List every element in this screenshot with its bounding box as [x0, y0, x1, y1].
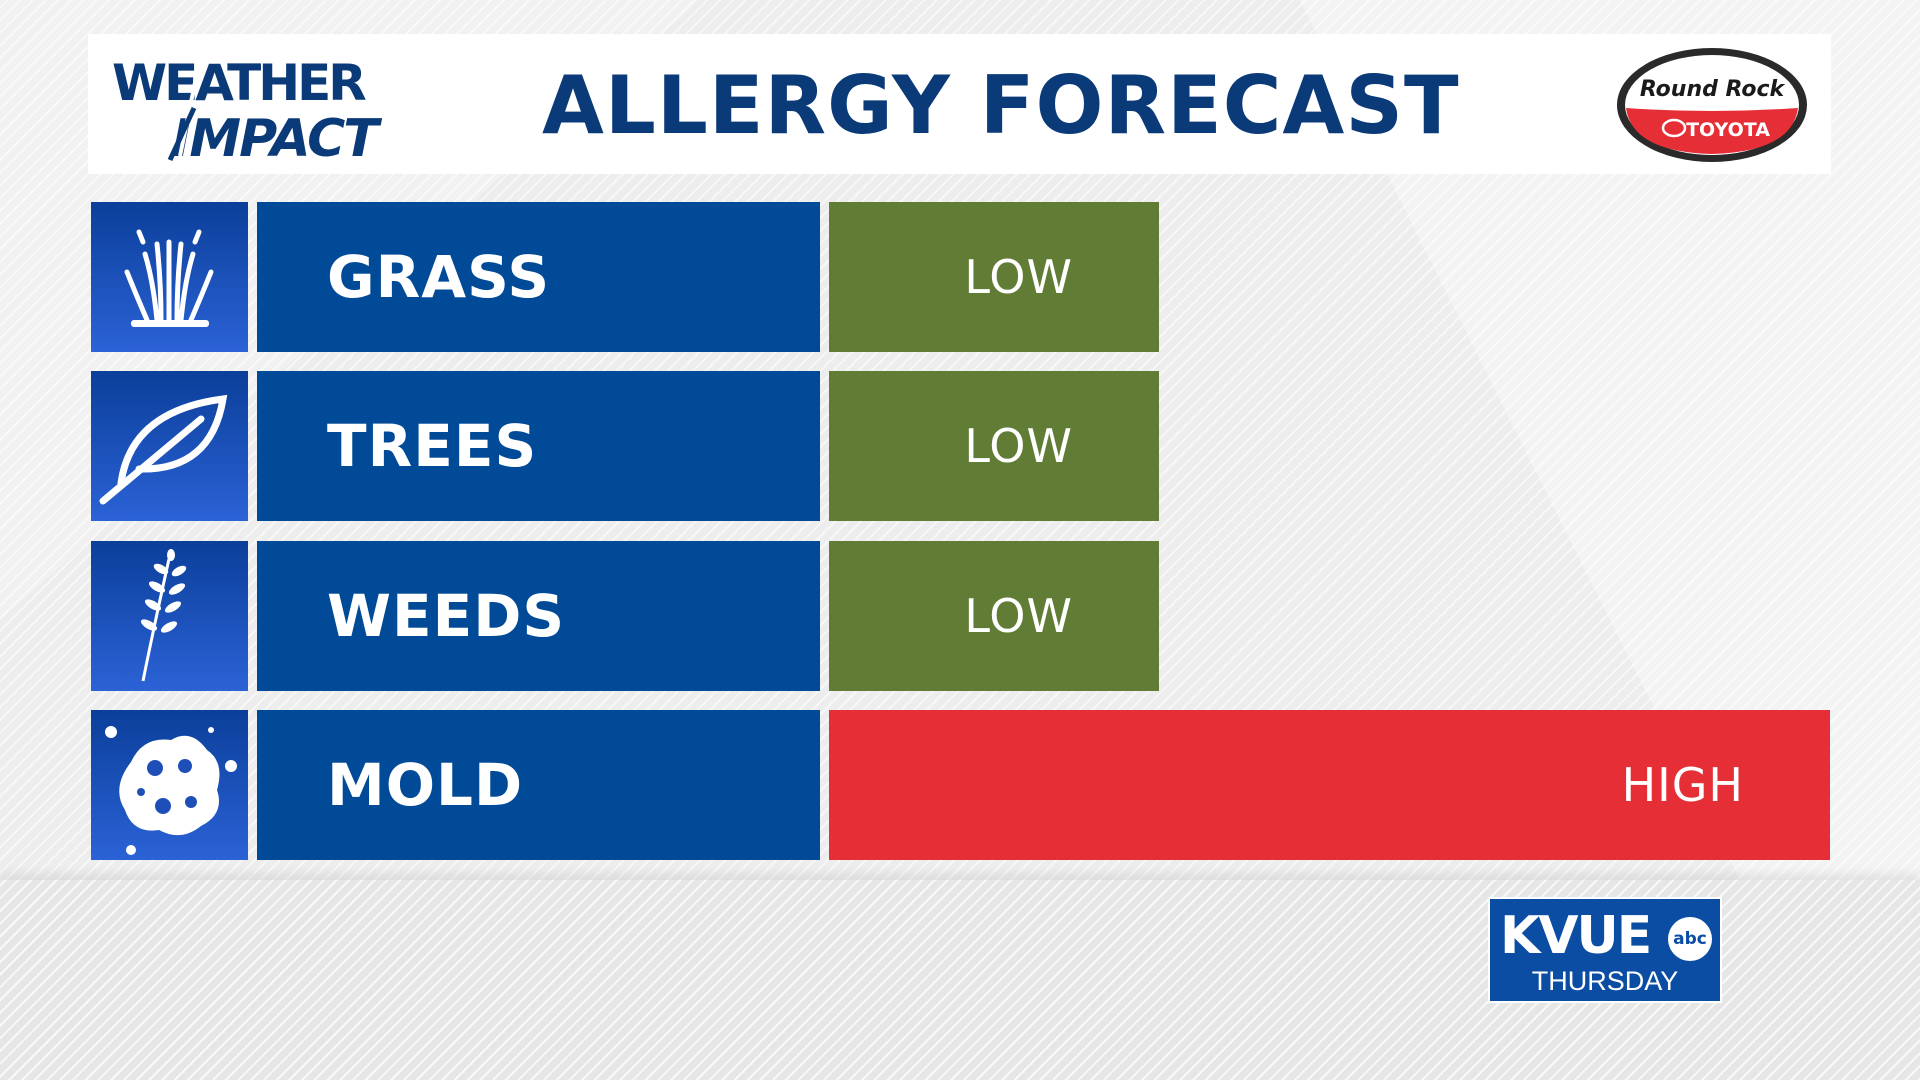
icon-tile	[91, 371, 248, 521]
level-text: LOW	[964, 250, 1073, 304]
allergen-label-box: TREES	[257, 371, 820, 521]
level-bar: LOW	[829, 541, 1159, 691]
level-text: LOW	[964, 589, 1073, 643]
brand-line2: IMPACT	[172, 109, 382, 163]
page-title: ALLERGY FORECAST	[542, 59, 1460, 152]
allergen-label-box: MOLD	[257, 710, 820, 860]
station-logo: KVUE abc THURSDAY	[1488, 897, 1722, 1003]
sponsor-line1: Round Rock	[1640, 77, 1786, 102]
allergen-label: GRASS	[327, 243, 551, 311]
allergen-label: WEEDS	[327, 582, 566, 650]
allergen-label-box: GRASS	[257, 202, 820, 352]
network-logo: abc	[1668, 917, 1712, 961]
level-text: HIGH	[1621, 758, 1744, 812]
allergen-row-trees: TREES LOW	[91, 371, 1831, 521]
allergen-label: TREES	[327, 412, 538, 480]
allergen-row-weeds: WEEDS LOW	[91, 541, 1831, 691]
allergen-row-mold: MOLD HIGH	[91, 710, 1831, 860]
level-bar: LOW	[829, 202, 1159, 352]
level-bar: HIGH	[829, 710, 1830, 860]
brand-line1: WEATHER	[112, 54, 366, 112]
grass-icon	[124, 229, 214, 327]
leaf-icon	[99, 394, 228, 505]
allergen-label-box: WEEDS	[257, 541, 820, 691]
allergen-row-grass: GRASS LOW	[91, 202, 1831, 352]
icon-tile	[91, 541, 248, 691]
sponsor-line2: TOYOTA	[1686, 119, 1770, 141]
day-label: THURSDAY	[1531, 966, 1679, 996]
toyota-emblem-icon	[1661, 118, 1687, 138]
weather-impact-logo: WEATHER IMPACT	[112, 54, 384, 163]
round-rock-toyota-logo: Round Rock TOYOTA	[1617, 48, 1807, 162]
icon-tile	[91, 710, 248, 860]
icon-tile	[91, 202, 248, 352]
weed-icon	[140, 549, 187, 682]
level-bar: LOW	[829, 371, 1159, 521]
header-bar: WEATHER IMPACT ALLERGY FORECAST Round Ro…	[88, 34, 1831, 174]
allergen-label: MOLD	[327, 751, 524, 819]
level-text: LOW	[964, 419, 1073, 473]
station-call-letters: KVUE	[1500, 906, 1652, 966]
mold-spore-icon	[105, 726, 237, 855]
